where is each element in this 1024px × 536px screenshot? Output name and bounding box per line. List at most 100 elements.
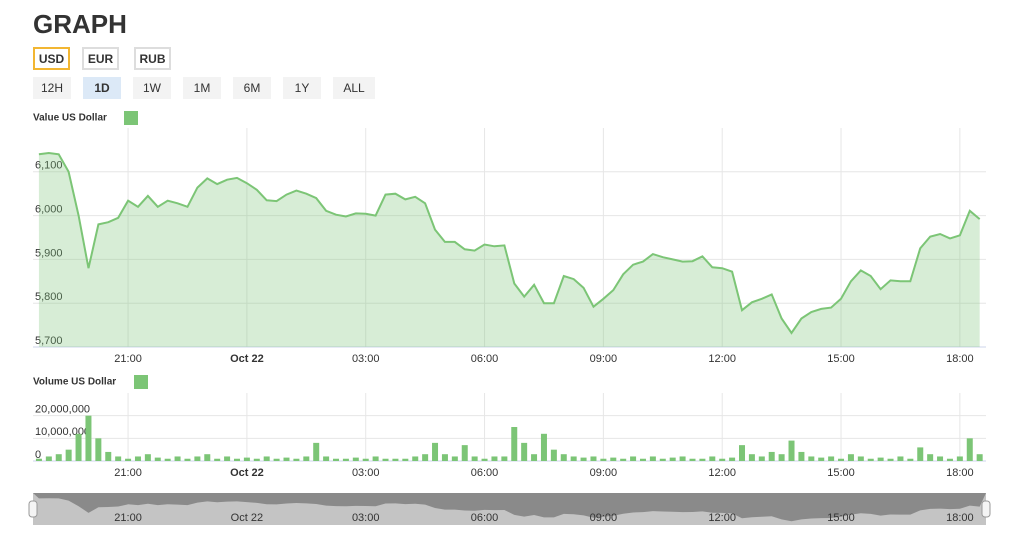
volume-bar bbox=[313, 442, 320, 461]
volume-bar bbox=[739, 445, 746, 461]
navigator-handle[interactable] bbox=[28, 500, 38, 518]
currency-button[interactable]: USD bbox=[33, 47, 70, 70]
y-tick-label: 6,100 bbox=[35, 160, 63, 172]
volume-bar bbox=[976, 454, 983, 461]
navigator-tick-label: 12:00 bbox=[708, 512, 736, 524]
volume-bar bbox=[233, 458, 240, 461]
volume-bar bbox=[729, 457, 736, 461]
price-line bbox=[38, 151, 981, 335]
volume-bar bbox=[293, 458, 300, 461]
x-tick-label: 21:00 bbox=[114, 353, 142, 365]
volume-bar bbox=[372, 456, 379, 461]
volume-bar bbox=[887, 458, 894, 461]
volume-bar bbox=[75, 433, 82, 461]
volume-bar bbox=[540, 433, 547, 461]
volume-bar bbox=[867, 458, 874, 461]
volume-bar bbox=[709, 456, 716, 461]
volume-bar bbox=[382, 458, 389, 461]
volume-bar bbox=[154, 457, 161, 461]
y-tick-label: 5,700 bbox=[35, 335, 63, 347]
range-button[interactable]: 1Y bbox=[283, 77, 321, 99]
volume-bar bbox=[471, 456, 478, 461]
navigator-handle[interactable] bbox=[981, 500, 991, 518]
volume-bar bbox=[501, 456, 508, 461]
volume-bar bbox=[828, 456, 835, 461]
volume-bar bbox=[481, 458, 488, 461]
volume-bar bbox=[798, 451, 805, 461]
range-button[interactable]: ALL bbox=[333, 77, 375, 99]
volume-bar bbox=[263, 456, 270, 461]
volume-bar bbox=[184, 458, 191, 461]
volume-bar bbox=[689, 458, 696, 461]
volume-bar bbox=[134, 456, 141, 461]
volume-bar bbox=[65, 449, 72, 461]
currency-button[interactable]: EUR bbox=[82, 47, 119, 70]
range-button[interactable]: 12H bbox=[33, 77, 71, 99]
volume-bar bbox=[303, 456, 310, 461]
volume-bar bbox=[412, 456, 419, 461]
x-tick-label: 09:00 bbox=[590, 467, 618, 479]
volume-bar bbox=[649, 456, 656, 461]
volume-bar bbox=[144, 454, 151, 461]
volume-bar bbox=[273, 458, 280, 461]
volume-bar bbox=[392, 458, 399, 461]
volume-bar bbox=[432, 442, 439, 461]
volume-bar bbox=[659, 458, 666, 461]
volume-bar bbox=[937, 456, 944, 461]
legend-swatch bbox=[134, 375, 148, 389]
volume-bar bbox=[333, 458, 340, 461]
volume-bar bbox=[243, 457, 250, 461]
y-tick-label: 6,000 bbox=[35, 204, 63, 216]
x-tick-label: 06:00 bbox=[471, 467, 499, 479]
legend-label: Value US Dollar bbox=[33, 113, 107, 124]
volume-bar bbox=[610, 457, 617, 461]
currency-button[interactable]: RUB bbox=[134, 47, 171, 70]
volume-bar bbox=[214, 458, 221, 461]
volume-bar bbox=[560, 454, 567, 461]
volume-bar bbox=[521, 442, 528, 461]
volume-bar bbox=[511, 427, 518, 461]
y-tick-label: 20,000,000 bbox=[35, 404, 90, 416]
range-button[interactable]: 6M bbox=[233, 77, 271, 99]
navigator-tick-label: 09:00 bbox=[590, 512, 618, 524]
navigator-area bbox=[33, 493, 986, 522]
x-tick-label: 09:00 bbox=[590, 353, 618, 365]
x-tick-label: 03:00 bbox=[352, 467, 380, 479]
volume-bar bbox=[164, 458, 171, 461]
volume-bar bbox=[927, 454, 934, 461]
x-tick-label: Oct 22 bbox=[230, 353, 264, 365]
legend-label: Volume US Dollar bbox=[33, 377, 116, 388]
volume-bar bbox=[342, 458, 349, 461]
range-button[interactable]: 1W bbox=[133, 77, 171, 99]
range-button[interactable]: 1D bbox=[83, 77, 121, 99]
volume-bar bbox=[847, 454, 854, 461]
page-title: GRAPH bbox=[33, 9, 127, 39]
x-tick-label: 06:00 bbox=[471, 353, 499, 365]
area-fill bbox=[38, 153, 980, 347]
volume-bar bbox=[362, 458, 369, 461]
navigator-tick-label: Oct 22 bbox=[231, 512, 263, 524]
volume-bar bbox=[630, 456, 637, 461]
navigator-tick-label: 15:00 bbox=[827, 512, 855, 524]
volume-bar bbox=[95, 438, 102, 461]
x-tick-label: 18:00 bbox=[946, 353, 974, 365]
range-button[interactable]: 1M bbox=[183, 77, 221, 99]
volume-bar bbox=[818, 457, 825, 461]
volume-bar bbox=[808, 456, 815, 461]
volume-bar bbox=[55, 454, 62, 461]
volume-bar bbox=[897, 456, 904, 461]
volume-bar bbox=[105, 451, 112, 461]
y-tick-label: 10,000,000 bbox=[35, 426, 90, 438]
volume-bar bbox=[352, 457, 359, 461]
volume-bar bbox=[669, 457, 676, 461]
volume-bar bbox=[699, 458, 706, 461]
x-tick-label: Oct 22 bbox=[230, 467, 264, 479]
volume-bar bbox=[35, 458, 42, 461]
volume-bar bbox=[639, 458, 646, 461]
volume-bar bbox=[115, 456, 122, 461]
volume-bar bbox=[323, 456, 330, 461]
volume-bar bbox=[570, 456, 577, 461]
x-tick-label: 12:00 bbox=[708, 467, 736, 479]
